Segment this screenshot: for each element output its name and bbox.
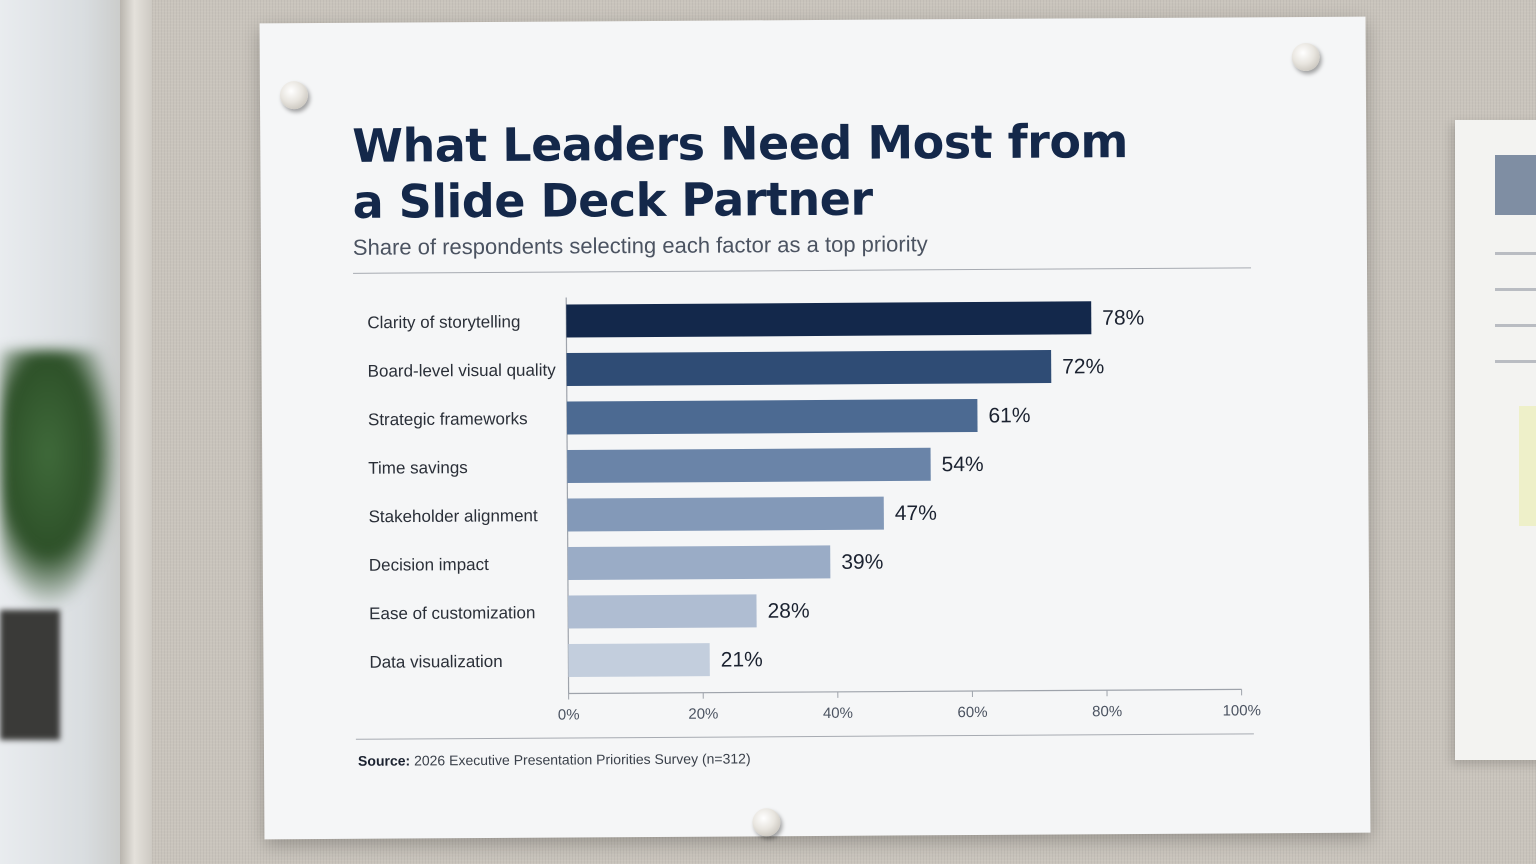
bar <box>568 643 710 678</box>
side-document-line <box>1495 252 1536 255</box>
bar <box>567 496 884 532</box>
value-label: 39% <box>841 551 883 574</box>
category-label: Stakeholder alignment <box>368 506 538 526</box>
value-label: 28% <box>767 600 809 623</box>
value-label: 61% <box>988 404 1030 427</box>
bar <box>566 350 1052 387</box>
bar <box>567 545 831 581</box>
window-frame <box>120 0 156 864</box>
side-document-line <box>1495 288 1536 291</box>
value-label: 72% <box>1062 355 1104 378</box>
bar <box>566 399 978 435</box>
push-pin-icon <box>752 808 781 837</box>
sticky-note <box>1519 406 1536 526</box>
x-tick-label: 40% <box>823 705 853 722</box>
bar <box>567 447 931 484</box>
side-document-block <box>1495 155 1536 215</box>
category-label: Board-level visual quality <box>368 361 557 381</box>
chart-poster: What Leaders Need Most from a Slide Deck… <box>259 16 1371 840</box>
source-note: Source: 2026 Executive Presentation Prio… <box>358 750 751 768</box>
value-label: 78% <box>1102 306 1144 329</box>
bar-chart: Clarity of storytelling 78% Board-level vi… <box>367 297 1261 724</box>
source-label: Source: <box>357 752 411 769</box>
x-tick-label: 20% <box>688 706 718 723</box>
x-tick-label: 60% <box>957 704 987 721</box>
side-document <box>1455 120 1536 760</box>
category-label: Clarity of storytelling <box>367 312 520 332</box>
category-label: Strategic frameworks <box>368 409 528 429</box>
y-axis-line <box>565 297 570 694</box>
value-label: 47% <box>895 502 937 525</box>
source-text: 2026 Executive Presentation Priorities S… <box>413 750 751 769</box>
category-label: Data visualization <box>369 652 502 672</box>
x-tick-label: 100% <box>1222 702 1260 719</box>
value-label: 54% <box>942 453 984 476</box>
category-label: Ease of customization <box>369 603 535 623</box>
plant-pot <box>0 610 60 740</box>
value-label: 21% <box>721 648 763 671</box>
x-tick-label: 0% <box>558 706 580 723</box>
x-tick-label: 80% <box>1092 703 1122 720</box>
category-label: Decision impact <box>369 555 489 575</box>
side-document-line <box>1495 360 1536 363</box>
category-label: Time savings <box>368 458 468 478</box>
bar <box>566 301 1092 338</box>
x-axis-line <box>568 688 1242 695</box>
side-document-line <box>1495 324 1536 327</box>
plant-background <box>0 350 120 610</box>
bar <box>568 594 757 629</box>
